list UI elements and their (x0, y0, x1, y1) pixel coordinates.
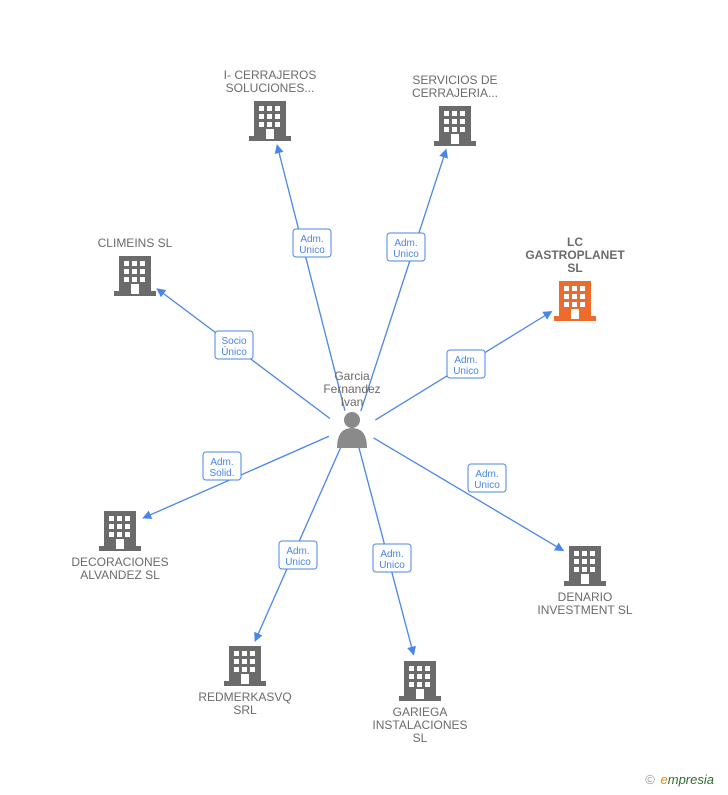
node-label: LC (567, 235, 583, 249)
edge-servicios (361, 149, 446, 411)
edge-label: Adm. (286, 546, 309, 557)
edge-label: Adm. (210, 457, 233, 468)
node-climeins[interactable]: CLIMEINS SL (98, 236, 173, 296)
node-lc[interactable]: LCGASTROPLANETSL (525, 235, 625, 321)
center-label: Garcia (334, 369, 370, 383)
brand-e: e (661, 772, 668, 787)
node-redmerkas[interactable]: REDMERKASVQSRL (198, 646, 291, 717)
node-label: DENARIO (558, 590, 613, 604)
edge-label: Unico (299, 245, 325, 256)
edge-label: Adm. (454, 355, 477, 366)
node-label: INSTALACIONES (372, 718, 467, 732)
node-label: REDMERKASVQ (198, 690, 291, 704)
edge-label: Adm. (380, 549, 403, 560)
node-servicios[interactable]: SERVICIOS DECERRAJERIA... (412, 73, 498, 146)
edge-label: Adm. (394, 238, 417, 249)
node-label: SL (567, 261, 582, 275)
node-label: SOLUCIONES... (226, 81, 315, 95)
edge-label: Unico (453, 366, 479, 377)
node-decoraciones[interactable]: DECORACIONESALVANDEZ SL (71, 511, 168, 582)
edge-label: Unico (474, 480, 500, 491)
center-label: Ivan (341, 395, 364, 409)
edge-label: Unico (285, 557, 311, 568)
node-gariega[interactable]: GARIEGAINSTALACIONESSL (372, 661, 467, 745)
network-diagram: I- CERRAJEROSSOLUCIONES... SERVICIOS DECE… (0, 0, 728, 795)
node-label: I- CERRAJEROS (224, 68, 317, 82)
center-node[interactable]: GarciaFernandezIvan (323, 369, 380, 448)
edge-label: Único (221, 345, 247, 358)
edge-denario (374, 438, 564, 551)
node-label: SRL (233, 703, 257, 717)
edge-label: Adm. (300, 234, 323, 245)
node-label: ALVANDEZ SL (80, 568, 160, 582)
node-icerrajeros[interactable]: I- CERRAJEROSSOLUCIONES... (224, 68, 317, 141)
node-label: DECORACIONES (71, 555, 168, 569)
node-label: CERRAJERIA... (412, 86, 498, 100)
edge-label: Unico (379, 560, 405, 571)
node-label: SERVICIOS DE (412, 73, 497, 87)
center-label: Fernandez (323, 382, 380, 396)
node-denario[interactable]: DENARIOINVESTMENT SL (537, 546, 632, 617)
edge-label: Socio (221, 336, 246, 347)
node-label: GASTROPLANET (525, 248, 625, 262)
edge-label: Adm. (475, 469, 498, 480)
copyright-symbol: © (645, 772, 655, 787)
footer-brand: © empresia (645, 772, 714, 787)
edge-label: Unico (393, 249, 419, 260)
node-label: INVESTMENT SL (537, 603, 632, 617)
node-label: SL (413, 731, 428, 745)
node-label: GARIEGA (393, 705, 448, 719)
brand-rest: mpresia (668, 772, 714, 787)
node-label: CLIMEINS SL (98, 236, 173, 250)
edge-label: Solid. (209, 468, 234, 479)
